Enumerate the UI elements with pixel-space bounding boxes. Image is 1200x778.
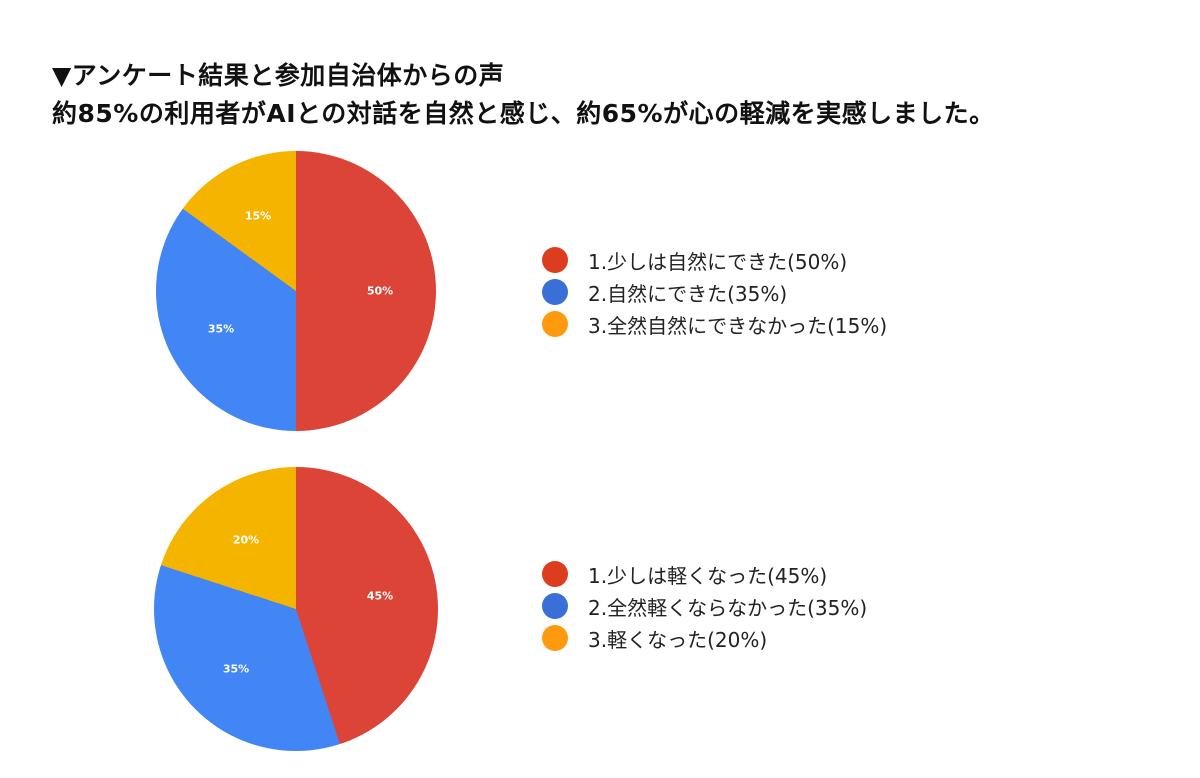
legend-label: 2.自然にできた(35%) (588, 281, 788, 306)
legend-label: 2.全然軽くならなかった(35%) (588, 595, 868, 620)
legend-dot-blue-icon (542, 593, 568, 619)
legend-label: 1.少しは軽くなった(45%) (588, 563, 828, 588)
pie-chart-relief (154, 467, 438, 751)
slice-label: 35% (207, 322, 235, 336)
pie-chart-naturalness (156, 151, 436, 431)
slice-label: 50% (366, 284, 394, 298)
legend-item: 3.全然自然にできなかった(15%) (542, 308, 887, 340)
legend-dot-orange-icon (542, 311, 568, 337)
page-subtitle: 約85%の利用者がAIとの対話を自然と感じ、約65%が心の軽減を実感しました。 (52, 99, 995, 128)
legend-dot-orange-icon (542, 625, 568, 651)
legend-label: 3.全然自然にできなかった(15%) (588, 313, 888, 338)
legend-item: 2.全然軽くならなかった(35%) (542, 590, 867, 622)
legend-dot-blue-icon (542, 279, 568, 305)
slice-label: 20% (232, 533, 260, 547)
slice-label: 15% (244, 209, 272, 223)
legend-relief: 1.少しは軽くなった(45%) 2.全然軽くならなかった(35%) 3.軽くなっ… (542, 558, 867, 654)
legend-item: 1.少しは軽くなった(45%) (542, 558, 867, 590)
legend-label: 1.少しは自然にできた(50%) (588, 249, 848, 274)
slice-label: 35% (222, 662, 250, 676)
page-title: ▼アンケート結果と参加自治体からの声 (52, 61, 505, 90)
legend-dot-red-icon (542, 561, 568, 587)
legend-label: 3.軽くなった(20%) (588, 627, 768, 652)
legend-item: 1.少しは自然にできた(50%) (542, 244, 887, 276)
legend-item: 3.軽くなった(20%) (542, 622, 867, 654)
legend-item: 2.自然にできた(35%) (542, 276, 887, 308)
legend-naturalness: 1.少しは自然にできた(50%) 2.自然にできた(35%) 3.全然自然にでき… (542, 244, 887, 340)
legend-dot-red-icon (542, 247, 568, 273)
slice-label: 45% (366, 589, 394, 603)
